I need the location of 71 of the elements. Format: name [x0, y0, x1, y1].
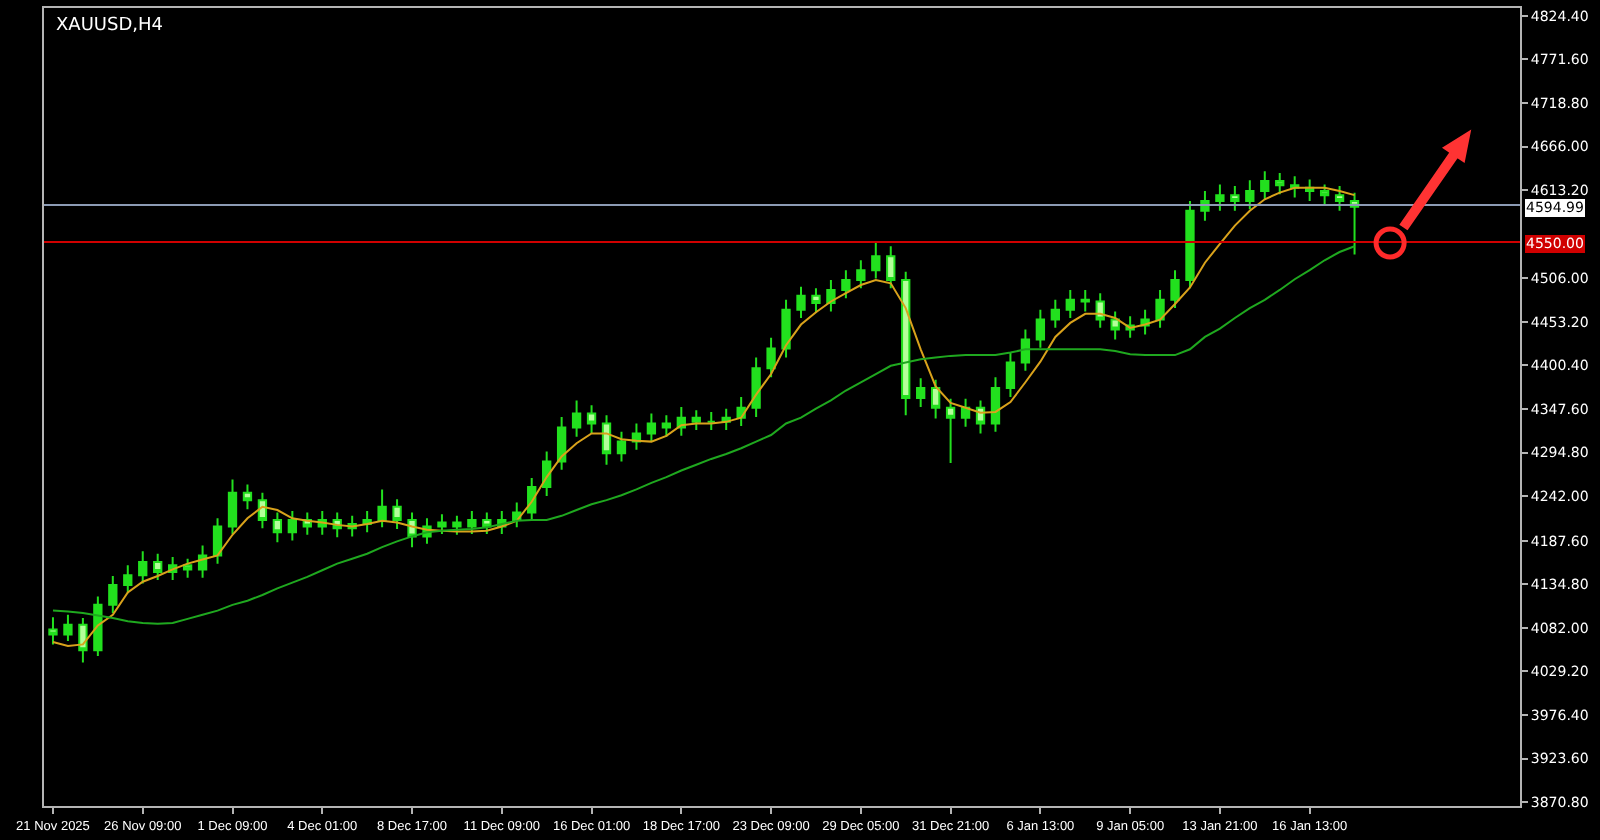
candlestick	[901, 270, 911, 417]
candlestick	[377, 488, 387, 529]
candlestick	[287, 509, 297, 542]
candlestick	[138, 550, 148, 585]
candlestick	[392, 498, 402, 530]
candlestick	[945, 397, 956, 465]
candlestick	[886, 245, 896, 290]
candlestick	[1065, 288, 1075, 319]
candlestick	[1005, 351, 1016, 399]
candlestick	[1260, 170, 1270, 201]
candlestick	[108, 575, 118, 615]
candlestick	[990, 376, 1001, 433]
candlestick	[1349, 191, 1360, 256]
candlestick	[123, 564, 133, 595]
candlestick	[1095, 292, 1105, 329]
candlestick	[930, 378, 941, 420]
candlestick	[93, 595, 103, 657]
candlestick	[437, 513, 447, 535]
candlestick	[601, 414, 612, 466]
candlestick	[766, 336, 776, 379]
candlestick	[1230, 185, 1240, 212]
candlestick	[751, 356, 761, 418]
candlestick	[1035, 308, 1046, 349]
candlestick	[1050, 298, 1060, 329]
candlestick	[960, 397, 971, 428]
candlestick	[811, 287, 821, 315]
line-series	[51, 186, 1356, 648]
candlestick	[257, 491, 268, 530]
candlestick	[871, 241, 881, 280]
candlestick	[1319, 183, 1330, 206]
candlestick	[1020, 328, 1031, 372]
candlestick	[1170, 269, 1180, 310]
candlestick	[48, 616, 58, 646]
candlestick	[153, 552, 163, 582]
candlestick	[856, 259, 866, 290]
candlestick	[1334, 185, 1345, 212]
candlestick	[467, 509, 477, 535]
candlestick	[661, 414, 672, 438]
candlestick	[452, 514, 462, 536]
chart-title: XAUUSD,H4	[56, 16, 164, 36]
candlestick	[63, 613, 73, 643]
candlestick	[826, 279, 836, 313]
candlestick	[1290, 175, 1300, 199]
candlestick	[1185, 199, 1195, 290]
candlestick	[362, 509, 372, 534]
candlestick	[706, 410, 716, 432]
candlestick	[1110, 310, 1120, 341]
candlestick	[1080, 288, 1090, 313]
candlestick	[197, 544, 208, 579]
candlestick	[482, 511, 492, 535]
candlestick	[1215, 183, 1225, 212]
candlestick	[571, 399, 582, 438]
candlestick	[1275, 171, 1285, 196]
candlestick	[556, 415, 567, 471]
candlestick	[182, 557, 193, 579]
candlestick	[781, 298, 791, 359]
candlestick	[1155, 288, 1165, 329]
line-series	[51, 245, 1356, 625]
candlestick	[586, 404, 597, 435]
candlestick	[212, 517, 223, 565]
candlestick	[1245, 179, 1255, 211]
candlestick	[227, 478, 238, 535]
candlestick	[796, 285, 806, 319]
candlestick	[841, 269, 851, 300]
candlestick	[242, 483, 253, 511]
candlestick	[272, 511, 283, 544]
candlestick	[916, 377, 926, 408]
candlestick	[691, 409, 701, 432]
candlestick	[616, 430, 627, 463]
candlestick	[78, 617, 88, 664]
candlestick	[646, 412, 657, 443]
